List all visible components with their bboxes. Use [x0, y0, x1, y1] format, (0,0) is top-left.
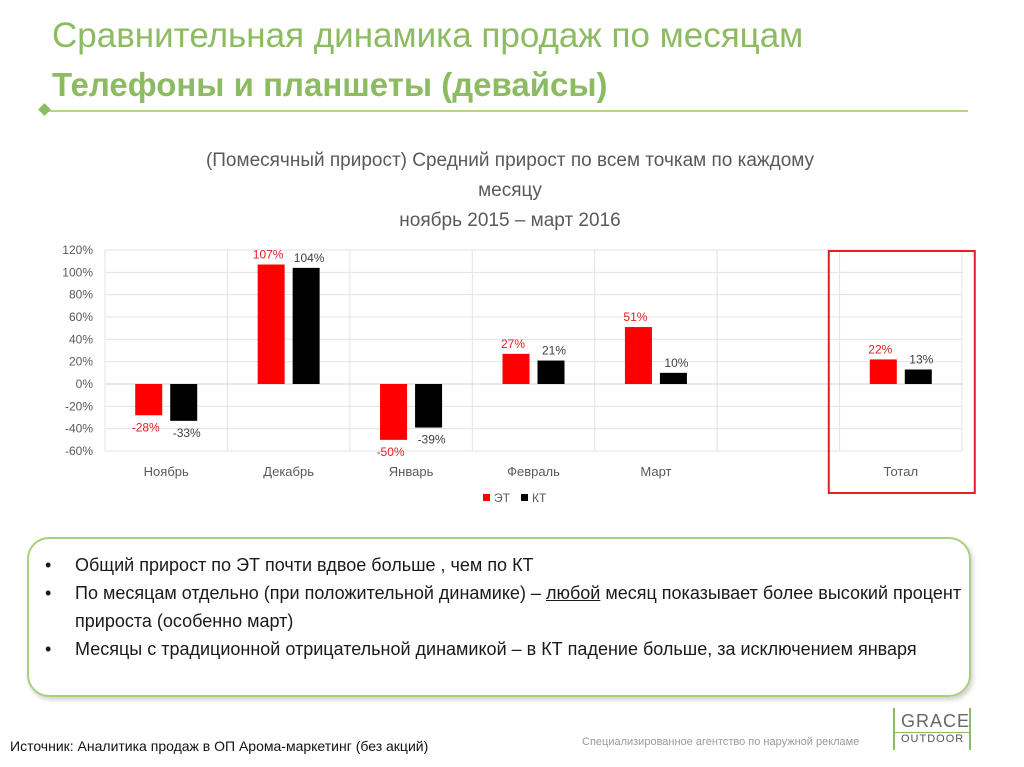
chart-title-line-2: месяцу — [478, 180, 542, 201]
y-tick-label: 0% — [76, 377, 94, 391]
conclusion-text-pre: По месяцам отдельно (при положительной д… — [75, 583, 546, 603]
total-highlight-frame — [827, 250, 976, 494]
bar-kt — [537, 360, 565, 384]
bullet-icon: • — [45, 583, 52, 603]
agency-tagline: Специализированное агентство по наружной… — [582, 736, 860, 748]
chart-title-line-3: ноябрь 2015 – март 2016 — [399, 210, 621, 231]
y-tick-label: 60% — [69, 310, 93, 324]
y-tick-label: 20% — [69, 355, 93, 369]
data-label: 10% — [664, 356, 688, 370]
title-divider — [46, 110, 968, 112]
chart-title-line-1: (Помесячный прирост) Средний прирост по … — [205, 150, 815, 171]
conclusion-text-post: месяц показывает более высокий процент п… — [75, 583, 962, 631]
bar-et — [257, 264, 285, 384]
data-label: 51% — [623, 310, 647, 324]
data-label: 27% — [501, 337, 525, 351]
x-tick-label: Ноябрь — [144, 464, 189, 479]
bar-et — [869, 359, 897, 384]
y-tick-label: 40% — [69, 332, 93, 346]
x-tick-label: Тотал — [884, 464, 919, 479]
bar-chart: 120% 100% 80% 60% 40% 20% 0% -20% -40% -60% -28% 10… — [62, 243, 976, 505]
chart-title: (Помесячный прирост) Средний прирост по … — [100, 146, 920, 236]
company-logo: GRACE OUTDOOR — [893, 708, 973, 754]
conclusions-box: • Общий прирост по ЭТ почти вдвое больше … — [27, 537, 971, 697]
x-tick-label: Февраль — [507, 464, 560, 479]
legend-swatch — [483, 494, 490, 501]
logo-text-outdoor: OUTDOOR — [901, 733, 965, 745]
y-tick-label: 100% — [62, 265, 93, 279]
bar-et — [135, 384, 163, 416]
legend-label: КТ — [532, 491, 547, 505]
conclusion-text: Месяцы с традиционной отрицательной дина… — [75, 639, 917, 659]
legend-swatch — [521, 494, 528, 501]
y-tick-label: 120% — [62, 243, 93, 257]
bar-kt — [415, 384, 443, 428]
x-tick-label: Декабрь — [263, 464, 314, 479]
logo-line — [895, 732, 969, 733]
data-label: 21% — [542, 344, 566, 358]
conclusion-item: • Общий прирост по ЭТ почти вдвое больше … — [45, 551, 969, 579]
data-label: -39% — [418, 433, 446, 447]
bullet-icon: • — [45, 639, 52, 659]
y-tick-label: -40% — [65, 422, 93, 436]
source-note: Источник: Аналитика продаж в ОП Арома-ма… — [10, 738, 429, 754]
data-label: -28% — [132, 420, 160, 434]
data-label: 104% — [294, 251, 325, 265]
legend-label: ЭТ — [494, 491, 511, 505]
bar-kt — [659, 372, 687, 384]
data-label: 22% — [868, 342, 892, 356]
data-label: -50% — [377, 445, 405, 459]
logo-text-grace: GRACE — [901, 711, 971, 731]
bar-et — [624, 327, 652, 384]
conclusion-item: • По месяцам отдельно (при положительной … — [45, 579, 969, 635]
data-label: 13% — [909, 352, 933, 366]
x-tick-label: Январь — [389, 464, 434, 479]
conclusion-item: • Месяцы с традиционной отрицательной дин… — [45, 635, 969, 663]
data-label: 107% — [253, 248, 284, 262]
bar-et — [380, 384, 408, 440]
bullet-icon: • — [45, 555, 52, 575]
x-tick-label: Март — [640, 464, 671, 479]
conclusion-text: Общий прирост по ЭТ почти вдвое больше ,… — [75, 555, 534, 575]
page-title: Сравнительная динамика продаж по месяцам — [52, 16, 804, 55]
page-subtitle: Телефоны и планшеты (девайсы) — [52, 66, 608, 103]
conclusion-text-underlined: любой — [545, 583, 601, 603]
bar-et — [502, 353, 530, 384]
logo-frame — [893, 708, 971, 750]
bar-kt — [292, 267, 320, 384]
y-tick-label: 80% — [69, 288, 93, 302]
y-tick-label: -20% — [65, 399, 93, 413]
y-tick-label: -60% — [65, 444, 93, 458]
data-label: -33% — [173, 426, 201, 440]
bar-kt — [904, 369, 932, 384]
bar-kt — [170, 384, 198, 421]
